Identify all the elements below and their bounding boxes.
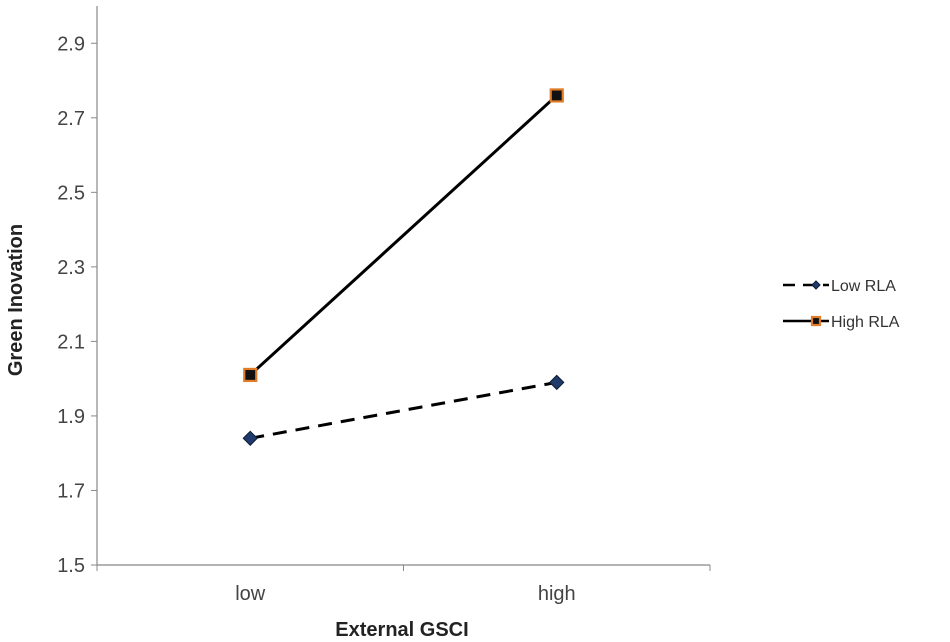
data-point [242,430,258,447]
data-point [243,367,258,383]
legend-item: High RLA [783,314,900,331]
x-ticks: low high [96,565,711,605]
y-tick-label: 2.7 [57,108,85,130]
data-point [549,374,565,391]
legend-item: Low RLA [783,278,896,295]
data-point [810,315,822,327]
y-tick-label: 2.5 [57,182,85,204]
legend-label: High RLA [831,314,900,331]
series-low-rla [242,374,565,447]
y-tick-label: 2.9 [57,33,85,55]
x-axis-title: External GSCI [335,619,468,641]
legend: Low RLA High RLA [783,278,900,331]
y-axis-title: Green Inovation [5,224,27,376]
data-point [549,88,564,103]
series-line [249,380,558,440]
series [242,88,565,447]
y-ticks: 1.5 1.7 1.9 2.1 2.3 2.5 2.7 2.9 [57,33,97,577]
axes [96,6,710,566]
x-tick-label: high [538,583,576,605]
legend-label: Low RLA [831,278,896,295]
y-tick-label: 1.7 [57,480,85,502]
series-line [249,94,558,377]
series-high-rla [243,88,564,383]
y-tick-label: 2.1 [57,331,85,353]
y-tick-label: 1.5 [57,555,85,577]
x-tick-label: low [235,583,266,605]
data-point [811,280,821,290]
y-tick-label: 2.3 [57,257,85,279]
y-tick-label: 1.9 [57,406,85,428]
